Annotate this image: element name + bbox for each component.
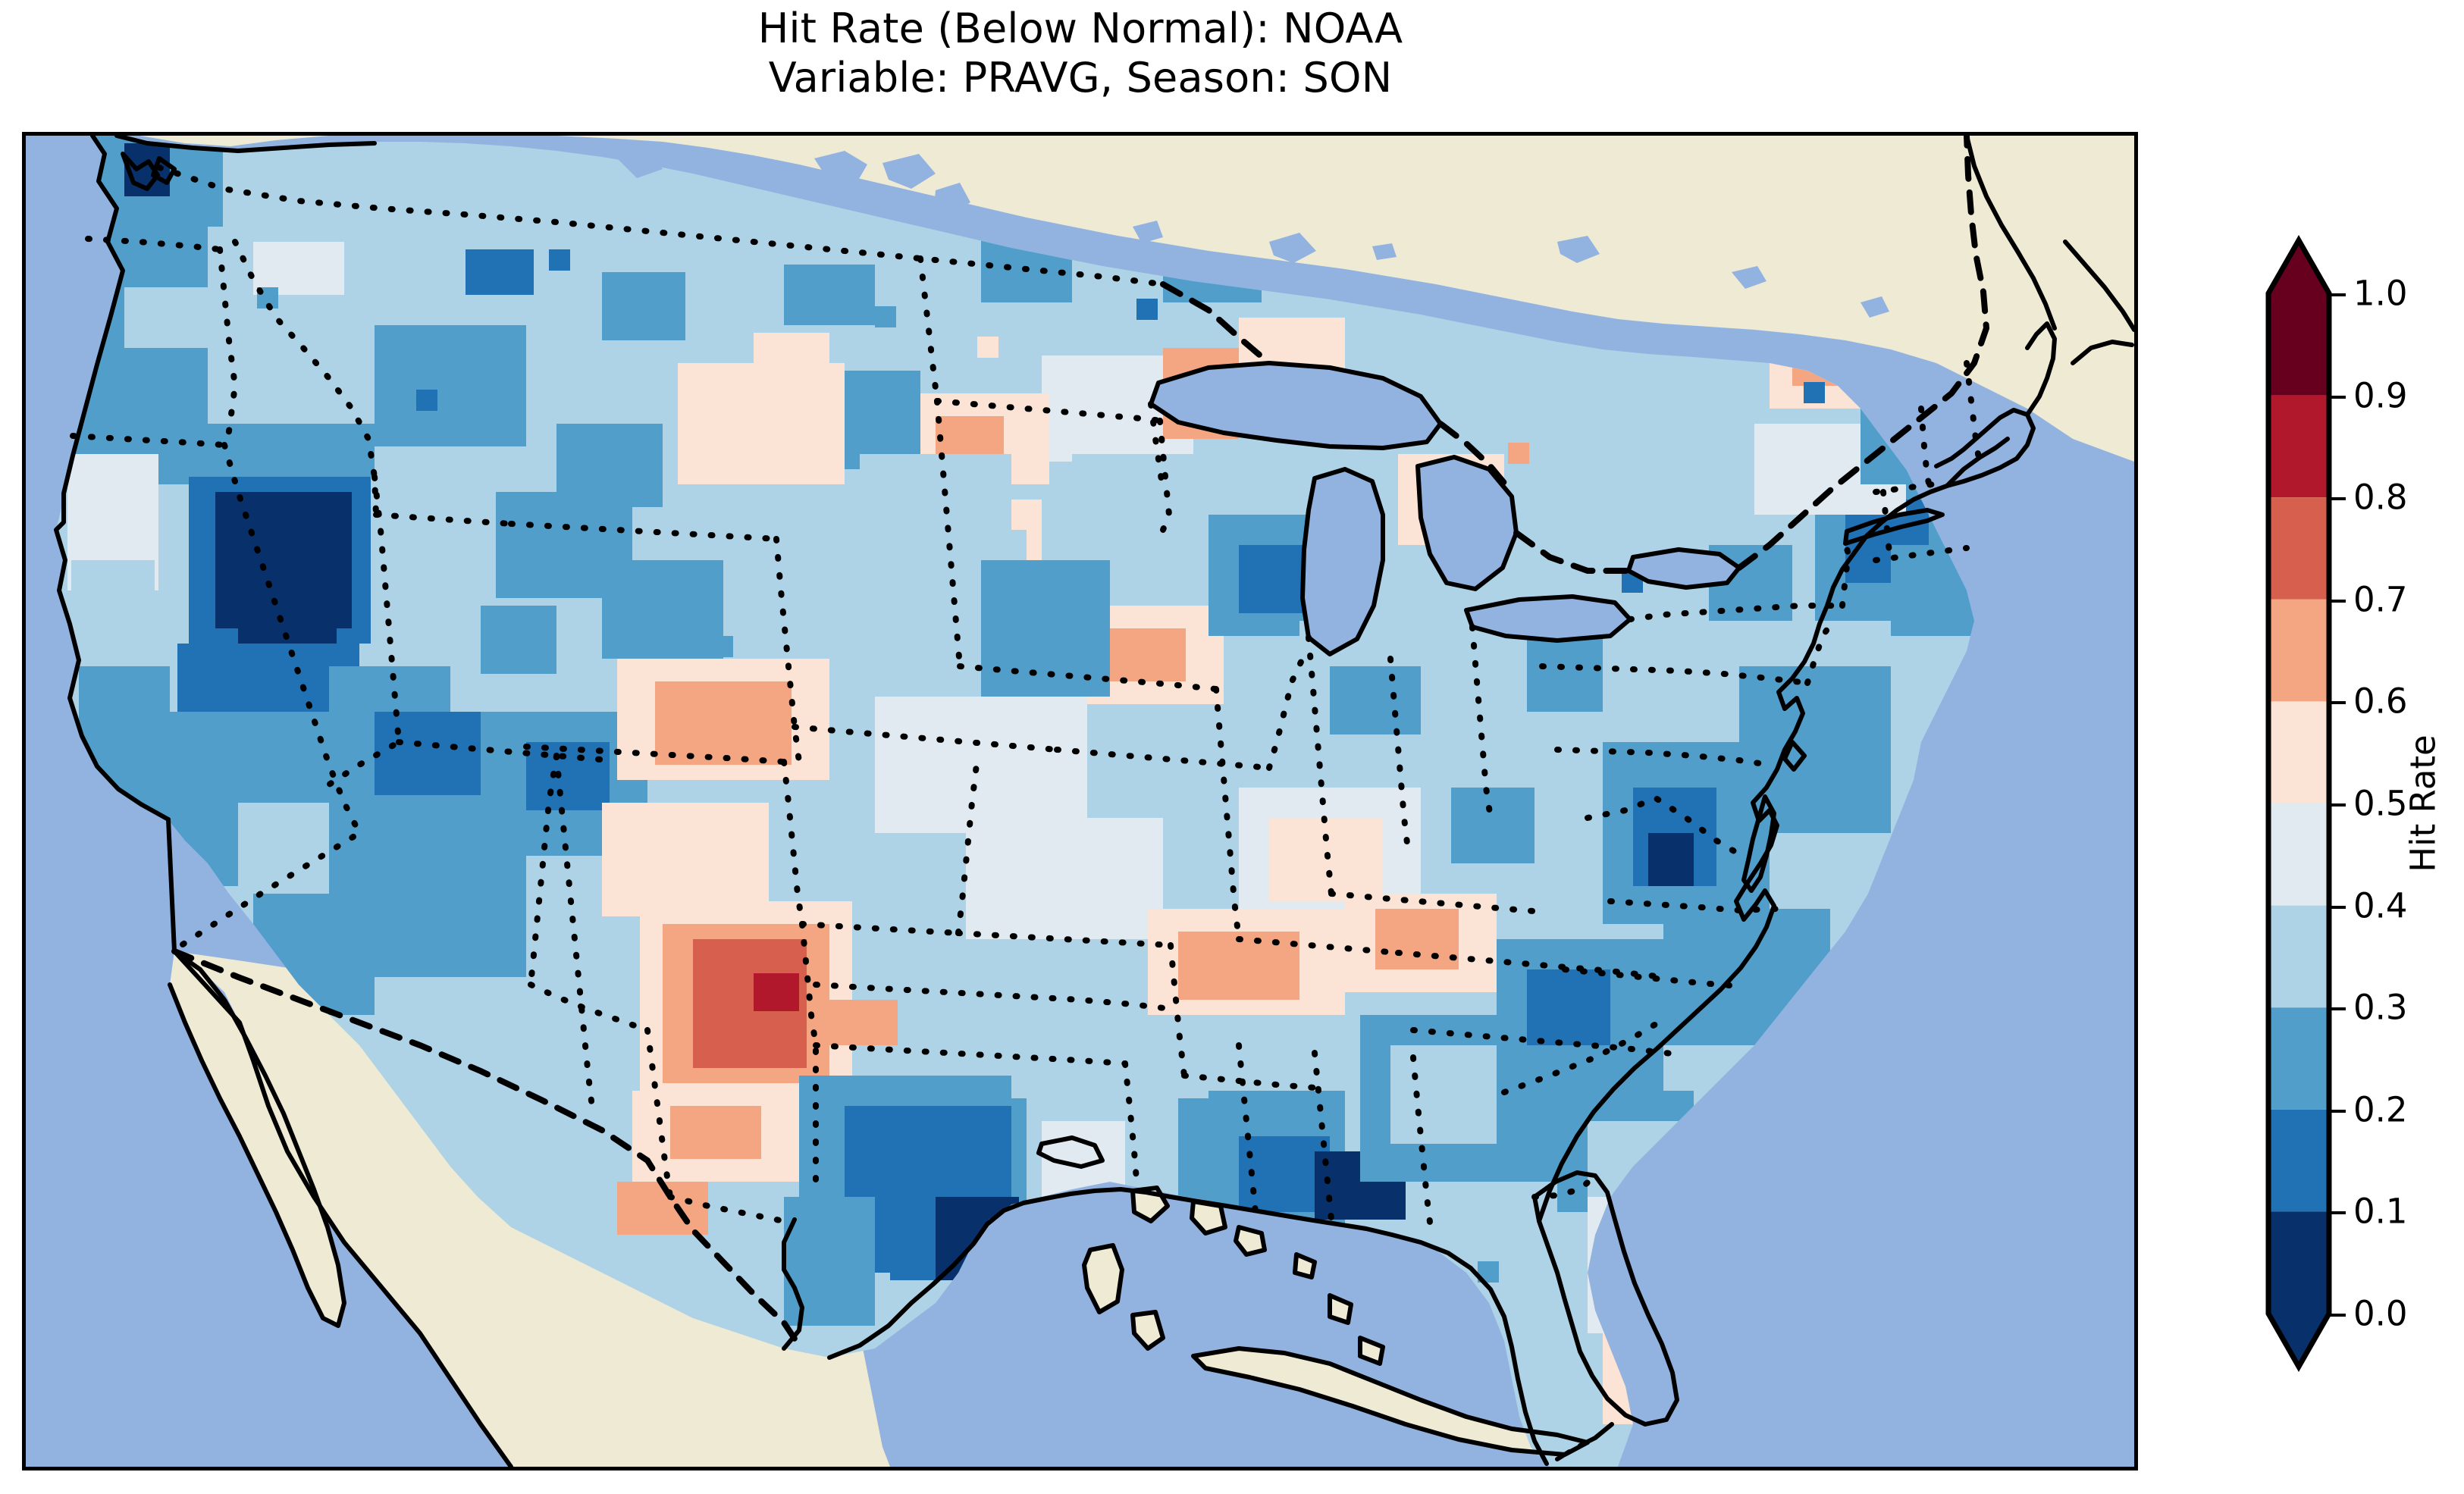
state-borders [70,136,1990,1348]
cbar-tick-4 [2329,599,2346,603]
cbar-tick-6 [2329,803,2346,807]
map-canvas [22,132,2138,1471]
baja-peninsula [170,951,344,1326]
cuba-landmass [1193,1348,1588,1455]
cbar-label-0.8: 0.8 [2353,477,2408,518]
colorbar-axis-label: Hit Rate [2403,0,2444,1494]
cbar-label-0.1: 0.1 [2353,1191,2408,1232]
colorbar[interactable]: 1.0 0.9 0.8 0.7 0.6 0.5 0.4 0.3 0.2 0.1 … [2265,234,2408,1373]
title-line-2: Variable: PRAVG, Season: SON [768,53,1393,102]
cbar-tick-2 [2329,395,2346,399]
great-lakes [617,151,1889,654]
cbar-label-1.0: 1.0 [2353,273,2408,314]
cbar-tick-5 [2329,701,2346,705]
map-svg [26,136,2134,1467]
cbar-label-0.2: 0.2 [2353,1089,2408,1130]
colorbar-axis-label-text: Hit Rate [2403,734,2444,872]
cbar-tick-11 [2329,1314,2346,1317]
title-line-1: Hit Rate (Below Normal): NOAA [757,5,1403,52]
cbar-tick-1 [2329,293,2346,296]
canada-landmass [140,136,2134,462]
cbar-label-0.0: 0.0 [2353,1293,2408,1334]
cbar-label-0.7: 0.7 [2353,579,2408,620]
cbar-label-0.5: 0.5 [2353,783,2408,824]
cbar-label-0.3: 0.3 [2353,987,2408,1028]
chart-title: Hit Rate (Below Normal): NOAA Variable: … [0,5,2161,103]
cbar-label-0.4: 0.4 [2353,885,2408,926]
cbar-tick-9 [2329,1109,2346,1113]
cbar-tick-7 [2329,905,2346,909]
cbar-tick-10 [2329,1211,2346,1215]
cbar-tick-8 [2329,1007,2346,1011]
cbar-label-0.6: 0.6 [2353,681,2408,722]
cbar-label-0.9: 0.9 [2353,375,2408,416]
coastlines [54,136,2134,1467]
cbar-tick-3 [2329,497,2346,501]
